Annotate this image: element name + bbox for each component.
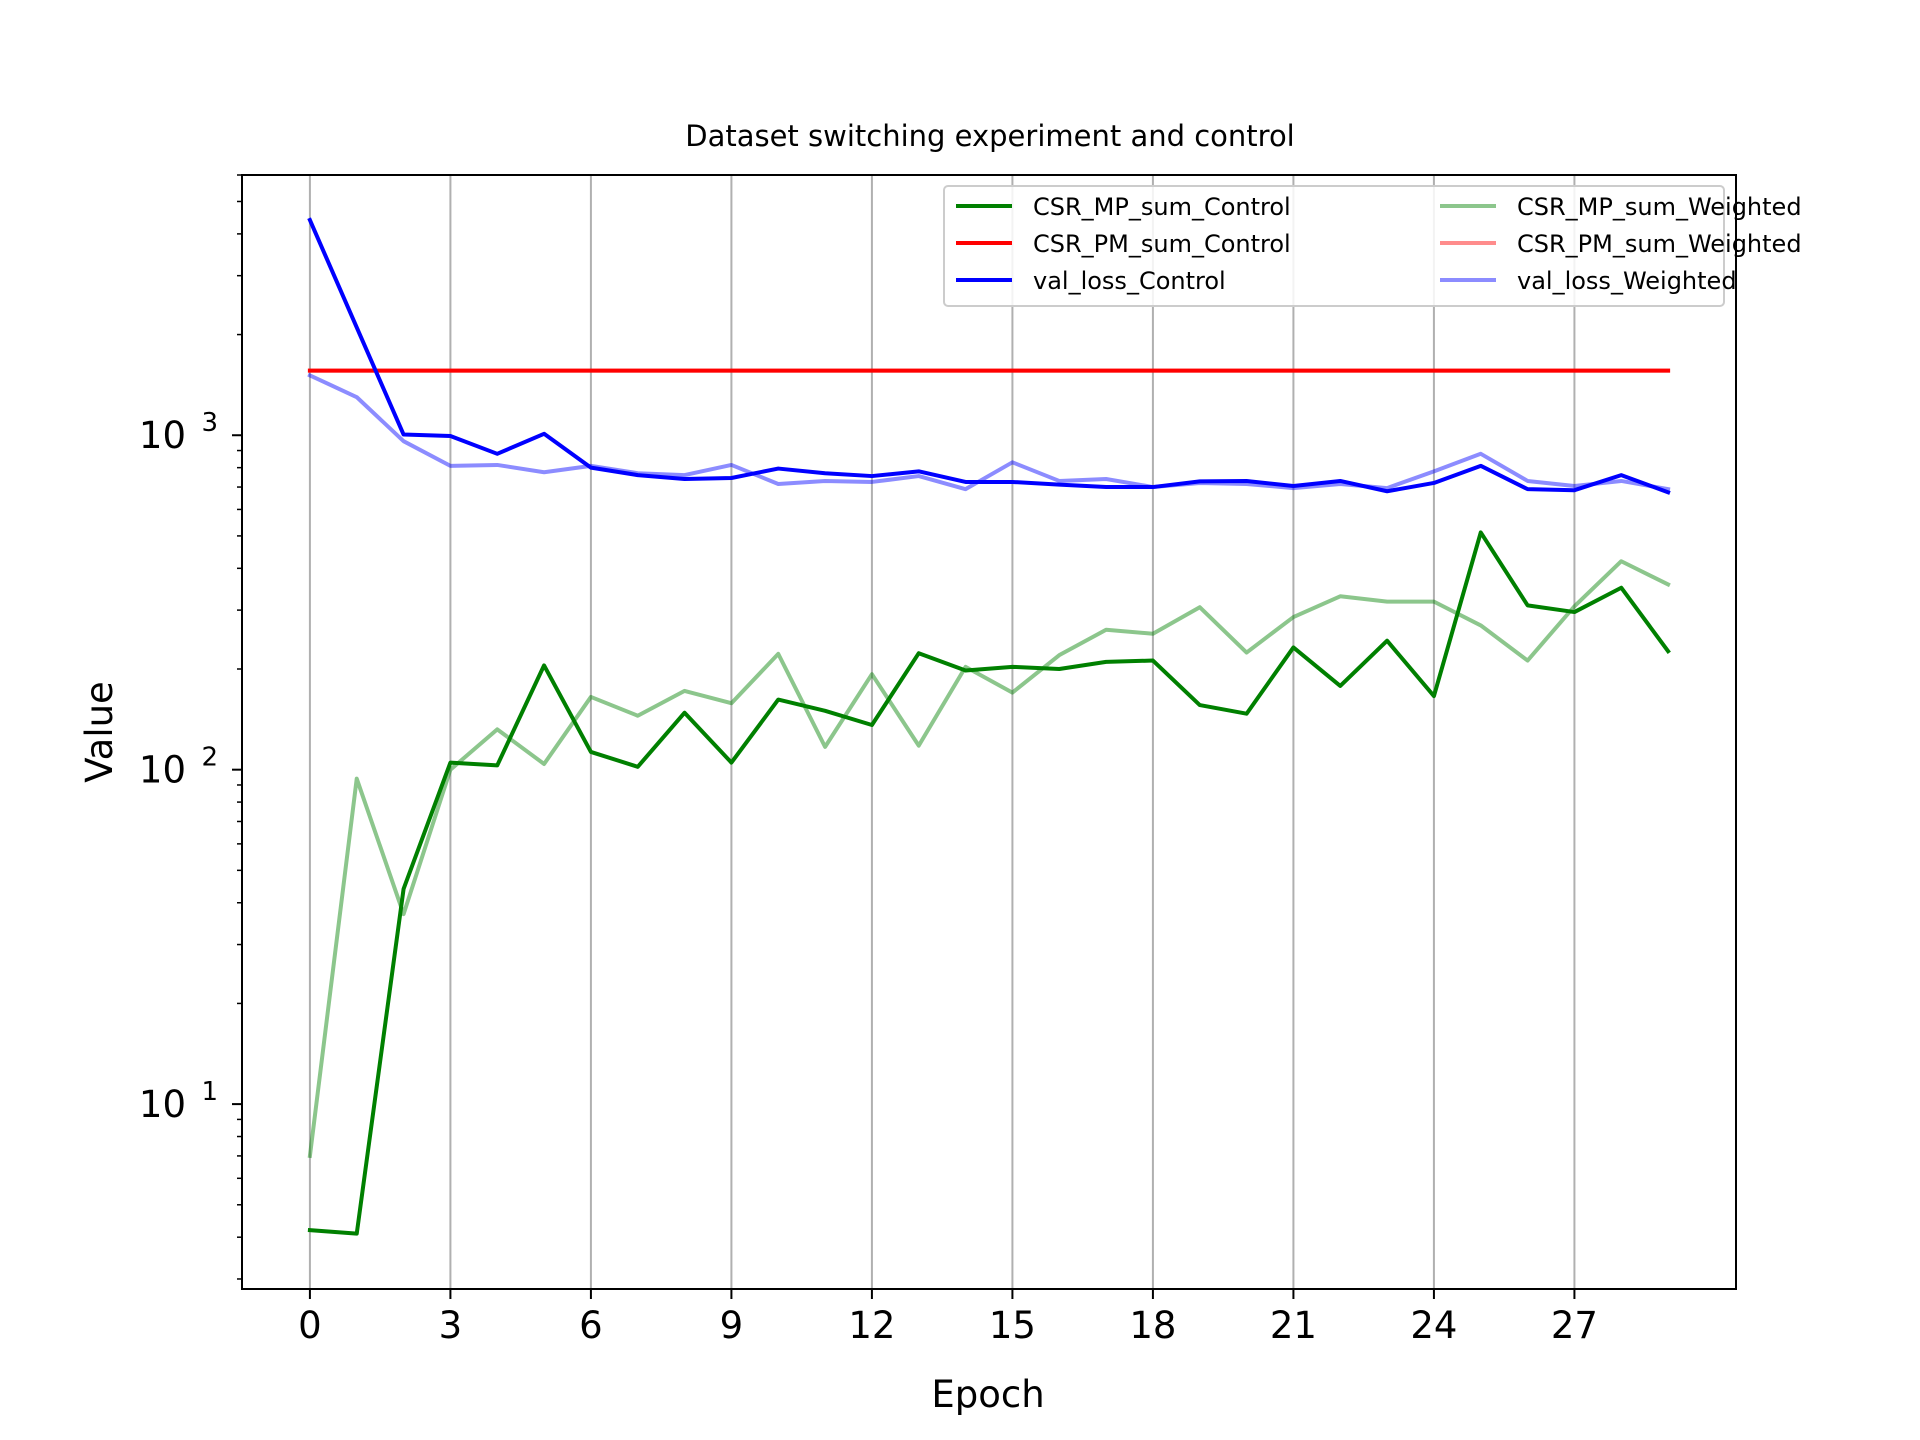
- legend-label: val_loss_Control: [1033, 267, 1226, 295]
- x-tick-label: 15: [989, 1304, 1036, 1347]
- x-tick-label: 3: [439, 1304, 463, 1347]
- series-line-val_loss_Weighted: [307, 372, 1671, 492]
- x-axis: 0 3 6 9 12 15 18 21 24 27: [298, 1289, 1598, 1347]
- plot-frame: [241, 174, 1737, 1290]
- x-tick-label: 18: [1129, 1304, 1176, 1347]
- y-tick-label: 10: [139, 1083, 186, 1126]
- x-tick-label: 6: [579, 1304, 603, 1347]
- legend-label: CSR_MP_sum_Control: [1033, 193, 1291, 221]
- x-tick-label: 9: [720, 1304, 744, 1347]
- series-line-val_loss_Control: [307, 217, 1671, 495]
- x-tick-label: 24: [1410, 1304, 1457, 1347]
- chart-title: Dataset switching experiment and control: [685, 119, 1295, 153]
- y-tick-exponent: 3: [201, 408, 218, 438]
- legend-label: val_loss_Weighted: [1517, 267, 1737, 295]
- legend-label: CSR_PM_sum_Control: [1033, 230, 1291, 258]
- y-tick-label: 10: [139, 749, 186, 792]
- x-tick-label: 27: [1551, 1304, 1598, 1347]
- series-line-CSR_MP_sum_Weighted: [307, 559, 1671, 1159]
- x-tick-label: 0: [298, 1304, 322, 1347]
- legend-label: CSR_MP_sum_Weighted: [1517, 193, 1802, 221]
- y-axis: 10 1 10 2 10 3: [139, 174, 242, 1280]
- legend-box: [943, 185, 1725, 307]
- x-axis-label: Epoch: [931, 1373, 1044, 1416]
- x-tick-label: 12: [848, 1304, 895, 1347]
- y-axis-label: Value: [78, 681, 121, 783]
- series-line-CSR_MP_sum_Control: [307, 530, 1671, 1236]
- y-tick-exponent: 1: [201, 1077, 218, 1107]
- legend-label: CSR_PM_sum_Weighted: [1517, 230, 1802, 258]
- legend: CSR_MP_sum_Control CSR_PM_sum_Control val_…: [943, 185, 1802, 307]
- grid-layer: [308, 175, 1576, 1289]
- y-tick-exponent: 2: [201, 743, 218, 773]
- series-layer: [307, 217, 1671, 1236]
- x-tick-label: 21: [1270, 1304, 1317, 1347]
- y-tick-label: 10: [139, 414, 186, 457]
